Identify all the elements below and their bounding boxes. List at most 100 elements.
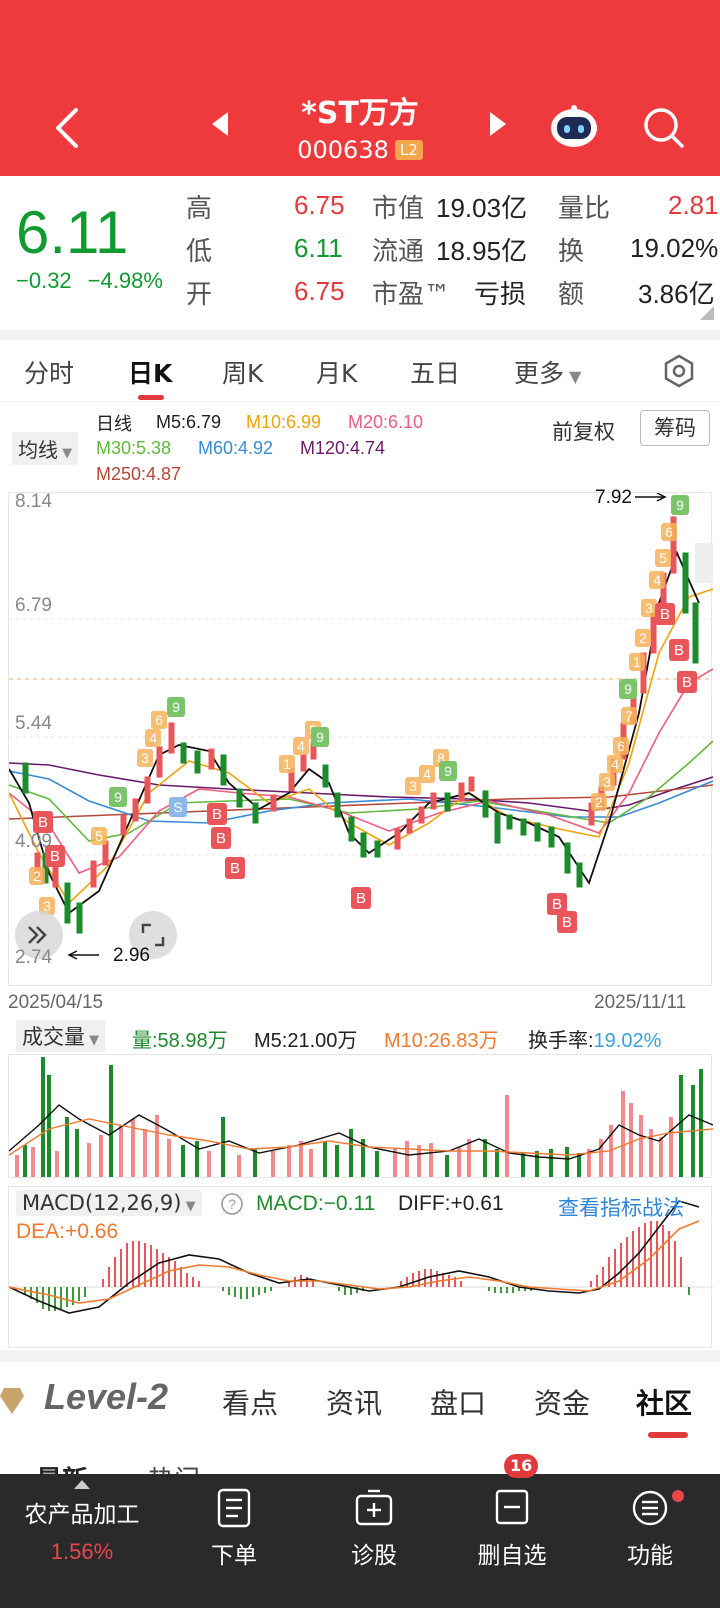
tab-intraday[interactable]: 分时: [24, 359, 75, 388]
diagnose-icon: [355, 1489, 393, 1526]
svg-text:9: 9: [316, 729, 324, 745]
chip-distribution-button[interactable]: 筹码: [640, 410, 710, 446]
svg-text:B: B: [230, 860, 240, 877]
svg-text:4: 4: [297, 738, 305, 754]
kline-chart[interactable]: 235 346 145 348 234 671 234 56 999 999: [8, 487, 714, 986]
sector-change: 1.56%: [50, 1539, 114, 1564]
low-value: 6.11: [294, 233, 343, 263]
sector-button[interactable]: 农产品加工 1.56%: [12, 1480, 152, 1565]
diamond-icon: [0, 1388, 24, 1414]
separator: [0, 1350, 720, 1362]
tab-weekly-k[interactable]: 周K: [222, 359, 264, 388]
svg-text:B: B: [660, 606, 670, 623]
svg-text:7: 7: [625, 708, 633, 724]
tab-more-label: 更多: [514, 359, 565, 388]
help-question-icon[interactable]: ?: [220, 1192, 244, 1216]
svg-text:3: 3: [141, 750, 149, 766]
tab-highlights[interactable]: 看点: [222, 1387, 279, 1420]
macd-indicator-selector[interactable]: MACD(12,26,9) ▼: [16, 1190, 202, 1216]
svg-text:4: 4: [653, 572, 661, 588]
subtab-latest[interactable]: 最新: [36, 1460, 88, 1476]
market-cap-value: 19.03亿: [436, 193, 528, 223]
volume-chart[interactable]: [8, 1054, 714, 1178]
tab-community[interactable]: 社区: [636, 1387, 693, 1420]
svg-text:B: B: [216, 830, 226, 847]
macd-chart[interactable]: [8, 1186, 713, 1348]
price-change-row: −0.32 −4.98%: [16, 268, 179, 294]
y-axis-label-top: 8.14: [15, 491, 52, 512]
notification-dot: [672, 1490, 684, 1502]
separator: [0, 330, 720, 340]
svg-text:9: 9: [624, 681, 632, 697]
volume-svg: [8, 1057, 714, 1177]
market-cap-label: 市值: [372, 194, 425, 224]
document-icon: [217, 1488, 251, 1528]
svg-text:2: 2: [639, 630, 647, 646]
indicator-strategy-link[interactable]: 查看指标战法: [558, 1196, 684, 1220]
chevron-down-icon: ▼: [85, 1033, 100, 1048]
volume-value: 量:58.98万: [132, 1030, 228, 1052]
ai-assistant-robot-icon[interactable]: [548, 104, 600, 150]
back-arrow-icon[interactable]: [48, 104, 84, 152]
subtab-hot[interactable]: 热门: [148, 1460, 200, 1476]
tab-daily-k[interactable]: 日K: [128, 359, 173, 388]
ma30-value: M30:5.38: [96, 438, 172, 458]
message-count-badge: 16: [504, 1454, 539, 1478]
svg-text:B: B: [562, 914, 572, 931]
functions-button[interactable]: 功能: [580, 1488, 720, 1570]
price-change: −0.32: [16, 268, 72, 293]
svg-text:S: S: [173, 799, 182, 815]
high-value: 6.75: [294, 190, 345, 220]
bottom-action-bar: 农产品加工 1.56% 下单 诊股 删自选 功能: [0, 1474, 720, 1608]
search-icon[interactable]: [640, 104, 688, 152]
indicator-selector[interactable]: 均线 ▼: [12, 432, 79, 465]
tab-capital-flow[interactable]: 资金: [534, 1387, 591, 1420]
svg-text:6: 6: [617, 738, 625, 754]
y-axis-label-2: 6.79: [15, 595, 52, 616]
tab-more[interactable]: 更多 ▼: [514, 354, 581, 390]
info-tabs: Level-2 看点 资讯 盘口 资金 社区: [0, 1362, 720, 1442]
app-header: *ST万方 000638 L2: [0, 0, 720, 176]
float-cap-value: 18.95亿: [436, 236, 528, 266]
expand-chart-button[interactable]: [13, 913, 65, 959]
diff-value: DIFF:+0.61: [398, 1192, 504, 1215]
daily-line-label: 日线: [96, 414, 132, 435]
diagnose-button[interactable]: 诊股: [304, 1488, 444, 1570]
svg-text:4: 4: [423, 766, 431, 782]
tab-monthly-k[interactable]: 月K: [316, 359, 358, 388]
svg-text:3: 3: [409, 778, 417, 794]
volume-ratio-label: 量比: [558, 194, 611, 224]
expand-corner-icon[interactable]: [700, 306, 714, 320]
svg-text:B: B: [552, 896, 562, 913]
diagnose-label: 诊股: [351, 1543, 397, 1569]
tab-news[interactable]: 资讯: [326, 1387, 383, 1420]
pe-value: 亏损: [474, 279, 527, 309]
next-stock-button[interactable]: [490, 112, 506, 136]
svg-text:3: 3: [603, 774, 611, 790]
fullscreen-icon[interactable]: [127, 913, 179, 959]
svg-text:4: 4: [611, 756, 619, 772]
y-axis-label-bottom: 2.74: [15, 947, 52, 968]
previous-stock-button[interactable]: [212, 112, 228, 136]
remove-watchlist-button[interactable]: 删自选: [442, 1488, 582, 1570]
volume-indicator-selector[interactable]: 成交量 ▼: [16, 1020, 106, 1052]
tab-five-day[interactable]: 五日: [410, 359, 461, 388]
level2-badge: L2: [394, 140, 423, 160]
quote-panel: 6.11 −0.32 −4.98% 高 6.75 低 6.11 开 6.75 市值…: [0, 176, 720, 326]
turnover-rate-label: 换手率:: [528, 1030, 594, 1052]
volume-ratio-value: 2.81: [668, 190, 719, 220]
level2-logo[interactable]: Level-2: [44, 1376, 169, 1417]
svg-text:4: 4: [149, 730, 157, 746]
chart-settings-hexagon-icon[interactable]: [662, 354, 696, 388]
stock-code: 000638: [297, 136, 389, 164]
price-adjust-option[interactable]: 前复权: [552, 420, 615, 444]
svg-text:1: 1: [283, 756, 291, 772]
order-button[interactable]: 下单: [164, 1488, 304, 1570]
remove-watchlist-icon: [495, 1489, 529, 1525]
macd-value: MACD:−0.11: [256, 1192, 376, 1215]
tab-order-book[interactable]: 盘口: [430, 1387, 487, 1420]
svg-text:B: B: [50, 848, 60, 865]
svg-text:1: 1: [633, 654, 641, 670]
chevron-down-icon: ▼: [181, 1199, 196, 1214]
stock-name: *ST万方: [301, 96, 419, 131]
